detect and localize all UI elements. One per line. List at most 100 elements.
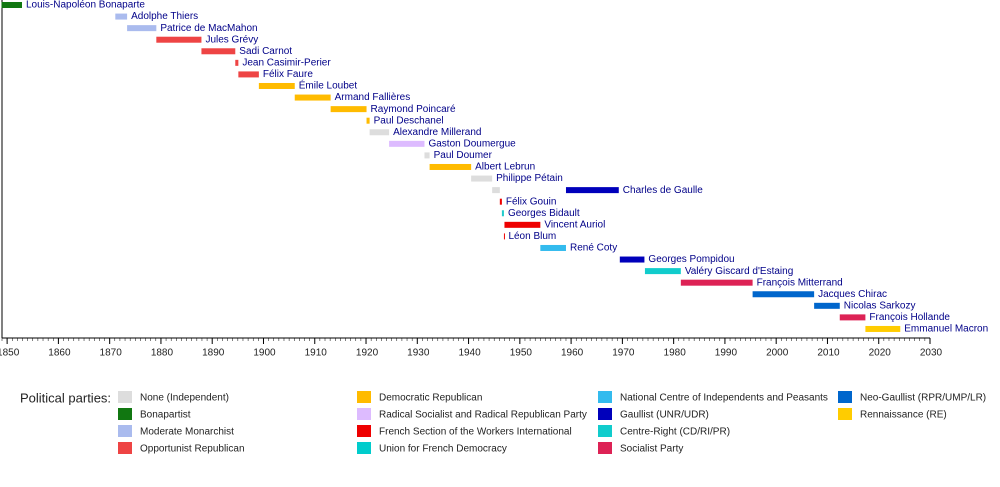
term-bar <box>565 187 619 194</box>
president-label: Vincent Auriol <box>544 219 605 230</box>
legend-swatch <box>118 442 132 454</box>
x-tick-label: 1990 <box>715 348 738 359</box>
x-tick-label: 1920 <box>356 348 379 359</box>
term-bar <box>619 256 645 263</box>
president-label: Jules Grévy <box>205 34 258 45</box>
term-bar <box>504 221 541 228</box>
legend-swatch <box>598 408 612 420</box>
president-label: Léon Blum <box>508 231 556 242</box>
president-label: Sadi Carnot <box>239 46 292 57</box>
legend-label: Union for French Democracy <box>379 444 507 455</box>
x-tick-label: 1860 <box>48 348 71 359</box>
president-label: Louis-Napoléon Bonaparte <box>26 0 145 11</box>
legend-label: Neo-Gaullist (RPR/UMP/LR) <box>860 393 986 404</box>
term-bar <box>366 117 370 124</box>
term-bar <box>115 13 128 20</box>
legend-swatch <box>838 391 852 403</box>
x-tick-label: 1850 <box>0 348 20 359</box>
president-label: Jacques Chirac <box>818 289 887 300</box>
term-bar <box>1 2 22 8</box>
legend-swatch <box>118 391 132 403</box>
president-label: Georges Bidault <box>508 208 580 219</box>
term-bar <box>814 302 840 309</box>
x-tick-label: 2030 <box>920 348 943 359</box>
president-label: Patrice de MacMahon <box>160 23 257 34</box>
president-label: Charles de Gaulle <box>623 185 703 196</box>
term-bar <box>503 233 505 240</box>
president-label: Raymond Poincaré <box>371 104 456 115</box>
president-label: Nicolas Sarkozy <box>844 300 916 311</box>
x-tick-label: 1890 <box>202 348 225 359</box>
x-tick-label: 1950 <box>510 348 533 359</box>
x-tick-label: 1970 <box>612 348 635 359</box>
legend-label: Socialist Party <box>620 444 683 455</box>
president-label: Philippe Pétain <box>496 173 563 184</box>
x-tick-label: 1880 <box>151 348 174 359</box>
x-tick-label: 1940 <box>458 348 481 359</box>
legend-swatch <box>357 425 371 437</box>
term-bar <box>540 244 566 251</box>
legend-swatch <box>357 408 371 420</box>
president-label: Albert Lebrun <box>475 162 535 173</box>
term-bar <box>127 25 157 32</box>
legend-label: Gaullist (UNR/UDR) <box>620 410 709 421</box>
president-label: François Mitterrand <box>757 277 843 288</box>
president-label: René Coty <box>570 243 617 254</box>
legend-label: Democratic Republican <box>379 393 482 404</box>
term-bar <box>680 279 753 286</box>
legend-swatch <box>598 442 612 454</box>
legend-swatch <box>118 425 132 437</box>
president-label: Émile Loubet <box>299 79 358 92</box>
legend-swatch <box>118 408 132 420</box>
legend-label: Opportunist Republican <box>140 444 245 455</box>
president-label: Gaston Doumergue <box>428 138 516 149</box>
legend-swatch <box>838 408 852 420</box>
term-bar <box>389 140 425 147</box>
legend-swatch <box>357 442 371 454</box>
president-label: Georges Pompidou <box>648 254 734 265</box>
president-label: Alexandre Millerand <box>393 127 481 138</box>
legend-swatch <box>357 391 371 403</box>
term-bar <box>201 48 236 55</box>
x-tick-label: 1910 <box>305 348 328 359</box>
term-bar <box>330 106 367 113</box>
term-bar <box>865 325 901 332</box>
legend-label: None (Independent) <box>140 393 229 404</box>
legend-swatch <box>598 391 612 403</box>
term-bar <box>238 71 259 78</box>
legend-swatch <box>598 425 612 437</box>
legend-label: Radical Socialist and Radical Republican… <box>379 410 587 421</box>
legend-label: Rennaissance (RE) <box>860 410 947 421</box>
term-bar <box>499 198 502 205</box>
term-bar <box>424 152 430 159</box>
president-label: François Hollande <box>869 312 950 323</box>
president-label: Armand Fallières <box>335 92 411 103</box>
term-bar <box>752 291 815 298</box>
legend-label: Centre-Right (CD/RI/PR) <box>620 427 730 438</box>
president-label: Félix Faure <box>263 69 313 80</box>
legend-label: French Section of the Workers Internatio… <box>379 427 572 438</box>
term-bar <box>839 314 866 321</box>
term-bar <box>644 268 681 275</box>
president-label: Paul Doumer <box>434 150 493 161</box>
term-bar <box>156 36 202 43</box>
president-label: Félix Gouin <box>506 196 557 207</box>
president-label: Jean Casimir-Perier <box>242 57 331 68</box>
legend-label: National Centre of Independents and Peas… <box>620 393 828 404</box>
legend-label: Moderate Monarchist <box>140 427 234 438</box>
term-bar <box>501 210 504 217</box>
x-tick-label: 2010 <box>817 348 840 359</box>
x-tick-label: 1870 <box>100 348 123 359</box>
x-tick-label: 2000 <box>766 348 789 359</box>
legend-title: Political parties: <box>20 390 111 405</box>
president-label: Emmanuel Macron <box>904 324 988 335</box>
term-bar <box>471 175 493 182</box>
term-bar <box>429 163 472 170</box>
x-tick-label: 1960 <box>561 348 584 359</box>
x-tick-label: 2020 <box>869 348 892 359</box>
term-bar <box>294 94 331 101</box>
term-bar <box>369 129 390 136</box>
x-tick-label: 1900 <box>253 348 276 359</box>
term-bar <box>492 187 500 194</box>
